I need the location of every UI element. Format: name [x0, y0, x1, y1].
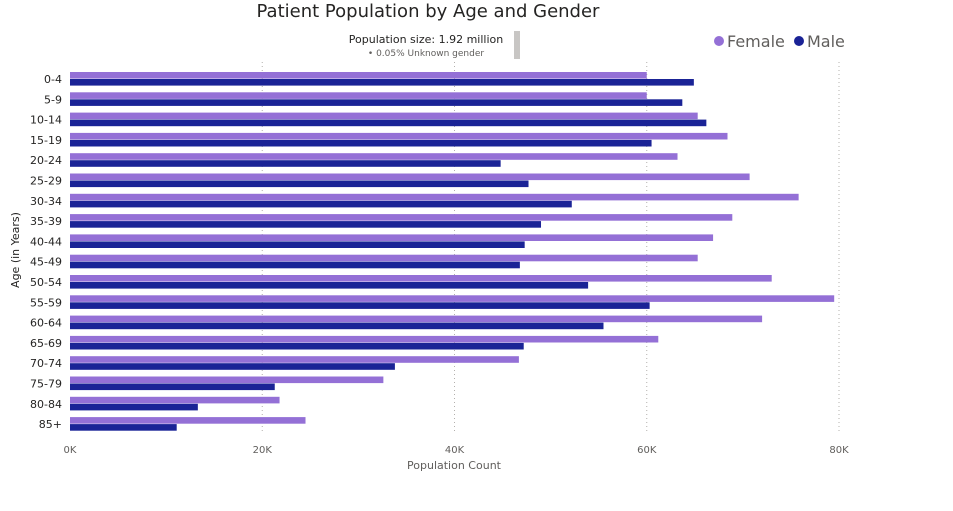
x-tick-label: 0K — [64, 445, 77, 456]
bar-female[interactable] — [70, 112, 698, 120]
bar-female[interactable] — [70, 335, 659, 343]
legend-dot-male — [793, 36, 804, 46]
legend-label-male: Male — [806, 32, 845, 51]
y-tick-label: 25-29 — [30, 175, 62, 188]
bar-female[interactable] — [70, 275, 772, 282]
y-tick-label: 85+ — [39, 418, 62, 431]
bars — [70, 72, 835, 431]
bar-female[interactable] — [70, 173, 750, 181]
bar-male[interactable] — [70, 139, 652, 147]
legend: Female Male — [714, 32, 849, 52]
bar-male[interactable] — [70, 160, 501, 167]
bar-male[interactable] — [70, 119, 707, 127]
bar-male[interactable] — [70, 282, 589, 289]
info-scrollbar[interactable] — [514, 31, 520, 59]
y-tick-label: 65-69 — [30, 337, 62, 350]
legend-item-female[interactable]: Female — [714, 32, 785, 52]
legend-label-female: Female — [727, 32, 785, 51]
x-axis-label: Population Count — [407, 459, 502, 472]
bar-male[interactable] — [70, 221, 542, 228]
x-tick-label: 80K — [829, 445, 849, 456]
y-axis-label: Age (in Years) — [9, 212, 22, 288]
y-tick-label: 35-39 — [30, 215, 62, 228]
y-tick-label: 15-19 — [30, 134, 62, 147]
bar-male[interactable] — [70, 322, 604, 330]
population-size-text: Population size: 1.92 million — [348, 33, 504, 46]
legend-item-male[interactable]: Male — [793, 32, 845, 52]
bar-male[interactable] — [70, 241, 525, 248]
y-tick-label: 30-34 — [30, 195, 62, 208]
bar-female[interactable] — [70, 193, 799, 201]
x-tick-label: 20K — [253, 445, 273, 456]
bar-female[interactable] — [70, 72, 647, 79]
bar-female[interactable] — [70, 153, 678, 160]
y-tick-label: 80-84 — [30, 398, 62, 411]
y-tick-label: 0-4 — [44, 73, 62, 86]
bar-male[interactable] — [70, 99, 683, 106]
x-tick-label: 60K — [637, 445, 657, 456]
y-tick-label: 5-9 — [44, 93, 62, 106]
bar-female[interactable] — [70, 417, 306, 424]
bar-male[interactable] — [70, 383, 275, 391]
bar-female[interactable] — [70, 234, 714, 241]
bar-male[interactable] — [70, 302, 650, 309]
unknown-gender-note: • 0.05% Unknown gender — [367, 49, 485, 59]
y-tick-label: 45-49 — [30, 256, 62, 269]
y-tick-label: 10-14 — [30, 114, 62, 127]
y-tick-label: 20-24 — [30, 154, 62, 167]
legend-dot-female — [714, 36, 724, 46]
bar-female[interactable] — [70, 376, 384, 384]
bar-male[interactable] — [70, 363, 395, 370]
bar-female[interactable] — [70, 315, 763, 323]
y-tick-labels: 0-4 5-9 10-14 15-19 20-24 25-29 30-34 35-39 40-4… — [30, 73, 62, 431]
bar-male[interactable] — [70, 79, 694, 86]
y-tick-label: 60-64 — [30, 317, 62, 330]
bar-female[interactable] — [70, 356, 519, 363]
chart-title: Patient Population by Age and Gender — [256, 1, 600, 22]
y-tick-label: 40-44 — [30, 235, 62, 248]
bar-female[interactable] — [70, 214, 733, 221]
bar-female[interactable] — [70, 254, 698, 262]
bar-female[interactable] — [70, 295, 835, 302]
bar-male[interactable] — [70, 424, 177, 431]
y-tick-label: 50-54 — [30, 276, 62, 289]
bar-female[interactable] — [70, 396, 280, 404]
bar-female[interactable] — [70, 132, 728, 140]
y-tick-label: 75-79 — [30, 378, 62, 391]
bar-male[interactable] — [70, 200, 572, 208]
bar-male[interactable] — [70, 180, 529, 188]
bar-male[interactable] — [70, 261, 520, 269]
bar-female[interactable] — [70, 92, 647, 99]
bar-male[interactable] — [70, 342, 524, 350]
y-tick-label: 55-59 — [30, 296, 62, 309]
x-tick-labels: 0K 20K 40K 60K 80K — [64, 445, 850, 456]
bar-male[interactable] — [70, 403, 198, 411]
y-tick-label: 70-74 — [30, 357, 62, 370]
x-tick-label: 40K — [445, 445, 465, 456]
population-info: Population size: 1.92 million • 0.05% Un… — [338, 32, 514, 60]
